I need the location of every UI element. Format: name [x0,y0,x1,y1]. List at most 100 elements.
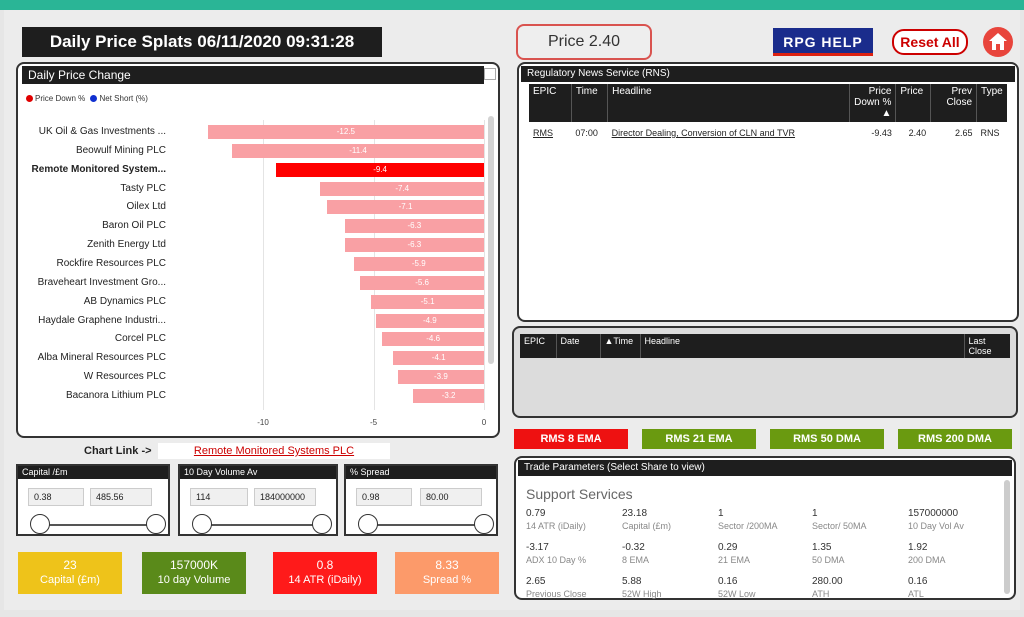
history-col-time[interactable]: ▲Time [600,334,641,358]
bar[interactable]: -11.4 [232,143,484,158]
volume-slider-min-handle[interactable] [192,514,212,534]
kpi-atr-label: 14 ATR (iDaily) [288,574,362,586]
bar-value-label: -5.1 [420,296,435,306]
trade-param-label: Sector/ 50MA [812,521,867,531]
capital-slider-track[interactable] [38,524,156,526]
bar-category-label[interactable]: AB Dynamics PLC [83,295,166,307]
bar[interactable]: -3.9 [397,370,484,385]
history-col-last-close[interactable]: Last Close [964,334,1010,358]
volume-slider-track[interactable] [200,524,322,526]
rns-title: Regulatory News Service (RNS) [521,66,1015,82]
trade-param-label: 200 DMA [908,555,946,565]
bar-value-label: -6.3 [407,240,422,250]
bar-category-label[interactable]: Corcel PLC [114,333,166,345]
capital-min-input[interactable]: 0.38 [28,488,84,506]
spread-min-input[interactable]: 0.98 [356,488,412,506]
bar[interactable]: -4.9 [375,313,484,328]
price-change-bar-chart[interactable]: -10 -5 0 UK Oil & Gas Investments ... -12.5 B… [18,64,498,436]
bar-value-label: -6.3 [407,221,422,231]
bar-value-label: -9.4 [373,164,388,174]
rns-col-time[interactable]: Time [571,84,609,122]
rns-cell-headline[interactable]: Director Dealing, Conversion of CLN and … [611,128,796,138]
trade-param-cell: 0.29 21 EMA [718,542,750,565]
rns-cell-time: 07:00 [575,128,598,138]
rns-cell-price: 2.40 [908,128,927,138]
trade-param-cell: 5.88 52W High [622,576,662,599]
bar-category-label[interactable]: UK Oil & Gas Investments ... [38,126,166,137]
bar[interactable]: -3.2 [413,388,484,403]
bar[interactable]: -4.6 [382,332,484,347]
history-col-headline[interactable]: Headline [640,334,965,358]
rms-50-dma-button[interactable]: RMS 50 DMA [770,429,884,449]
spread-slider-min-handle[interactable] [358,514,378,534]
trade-parameters-card: Trade Parameters (Select Share to view) … [514,456,1016,600]
rms-8-ema-button[interactable]: RMS 8 EMA [514,429,628,449]
volume-max-input[interactable]: 184000000 [254,488,316,506]
chart-link-value[interactable]: Remote Monitored Systems PLC [158,443,390,459]
trade-param-value: 0.79 [526,508,546,519]
trade-param-cell: -3.17 ADX 10 Day % [526,542,586,565]
trade-param-value: 23.18 [622,508,648,519]
bar-category-label[interactable]: Alba Mineral Resources PLC [37,352,166,364]
spread-max-input[interactable]: 80.00 [420,488,482,506]
trade-param-label: 21 EMA [718,555,751,565]
bar-value-label: -5.9 [411,258,426,268]
rns-col-epic[interactable]: EPIC [529,84,572,122]
bar[interactable]: -7.1 [327,200,484,215]
trade-param-cell: -0.32 8 EMA [622,542,649,565]
trade-param-label: 14 ATR (iDaily) [526,521,586,531]
bar-category-label[interactable]: Bacanora Lithium PLC [65,389,166,401]
legend-item-net-short: Net Short (%) [90,94,148,103]
reset-all-button[interactable]: Reset All [892,29,968,55]
rns-col-price-down[interactable]: Price Down % ▲ [849,84,897,122]
volume-slider-max-handle[interactable] [312,514,332,534]
bar-category-label[interactable]: Tasty PLC [120,182,166,194]
bar-category-label[interactable]: Haydale Graphene Industri... [38,314,166,326]
kpi-capital-label: Capital (£m) [40,574,100,586]
trade-param-label: 52W Low [718,589,756,599]
rpg-help-button[interactable]: RPG HELP [773,28,873,56]
spread-slider-track[interactable] [366,524,484,526]
bar-category-label[interactable]: Rockfire Resources PLC [56,257,166,269]
capital-slider-max-handle[interactable] [146,514,166,534]
bar[interactable]: -5.9 [353,256,484,271]
kpi-volume-label: 10 day Volume [157,574,231,586]
bar-category-label[interactable]: Oilex Ltd [126,201,166,213]
bar[interactable]: -9.4 [276,162,484,177]
history-col-epic[interactable]: EPIC [520,334,557,358]
rms-21-ema-button[interactable]: RMS 21 EMA [642,429,756,449]
bar-category-label[interactable]: Remote Monitored System... [31,163,166,175]
bar-category-label[interactable]: W Resources PLC [83,371,166,383]
volume-min-input[interactable]: 114 [190,488,248,506]
volume-slicer-title: 10 Day Volume Av [180,466,336,479]
capital-max-input[interactable]: 485.56 [90,488,152,506]
trade-parameters-scrollbar[interactable] [1004,480,1010,594]
table-row[interactable]: RMS 07:00 Director Dealing, Conversion o… [529,122,1007,144]
bar[interactable]: -4.1 [393,351,484,366]
rms-200-dma-button[interactable]: RMS 200 DMA [898,429,1012,449]
kpi-spread-value: 8.33 [435,558,459,572]
focus-mode-icon[interactable] [484,68,496,80]
bar[interactable]: -5.6 [360,275,484,290]
spread-slider-max-handle[interactable] [474,514,494,534]
rns-cell-epic[interactable]: RMS [533,128,553,138]
sort-ascending-icon: ▲ [881,108,892,119]
bar[interactable]: -5.1 [371,294,484,309]
bar-category-label[interactable]: Braveheart Investment Gro... [37,276,166,288]
bar[interactable]: -7.4 [320,181,484,196]
bar[interactable]: -12.5 [207,125,484,139]
bar-category-label[interactable]: Beowulf Mining PLC [75,144,166,156]
bar[interactable]: -6.3 [344,219,484,234]
chart-scrollbar[interactable] [488,116,494,364]
rns-col-headline[interactable]: Headline [607,84,851,122]
capital-slider-min-handle[interactable] [30,514,50,534]
home-button[interactable] [983,27,1013,57]
trade-param-cell: 0.79 14 ATR (iDaily) [526,508,586,531]
bar-category-label[interactable]: Zenith Energy Ltd [87,239,166,251]
rns-col-price[interactable]: Price [895,84,931,122]
rns-col-type[interactable]: Type [976,84,1007,122]
history-col-date[interactable]: Date [556,334,601,358]
bar[interactable]: -6.3 [344,238,484,253]
bar-category-label[interactable]: Baron Oil PLC [102,220,166,232]
rns-col-prev-close[interactable]: Prev Close [930,84,978,122]
